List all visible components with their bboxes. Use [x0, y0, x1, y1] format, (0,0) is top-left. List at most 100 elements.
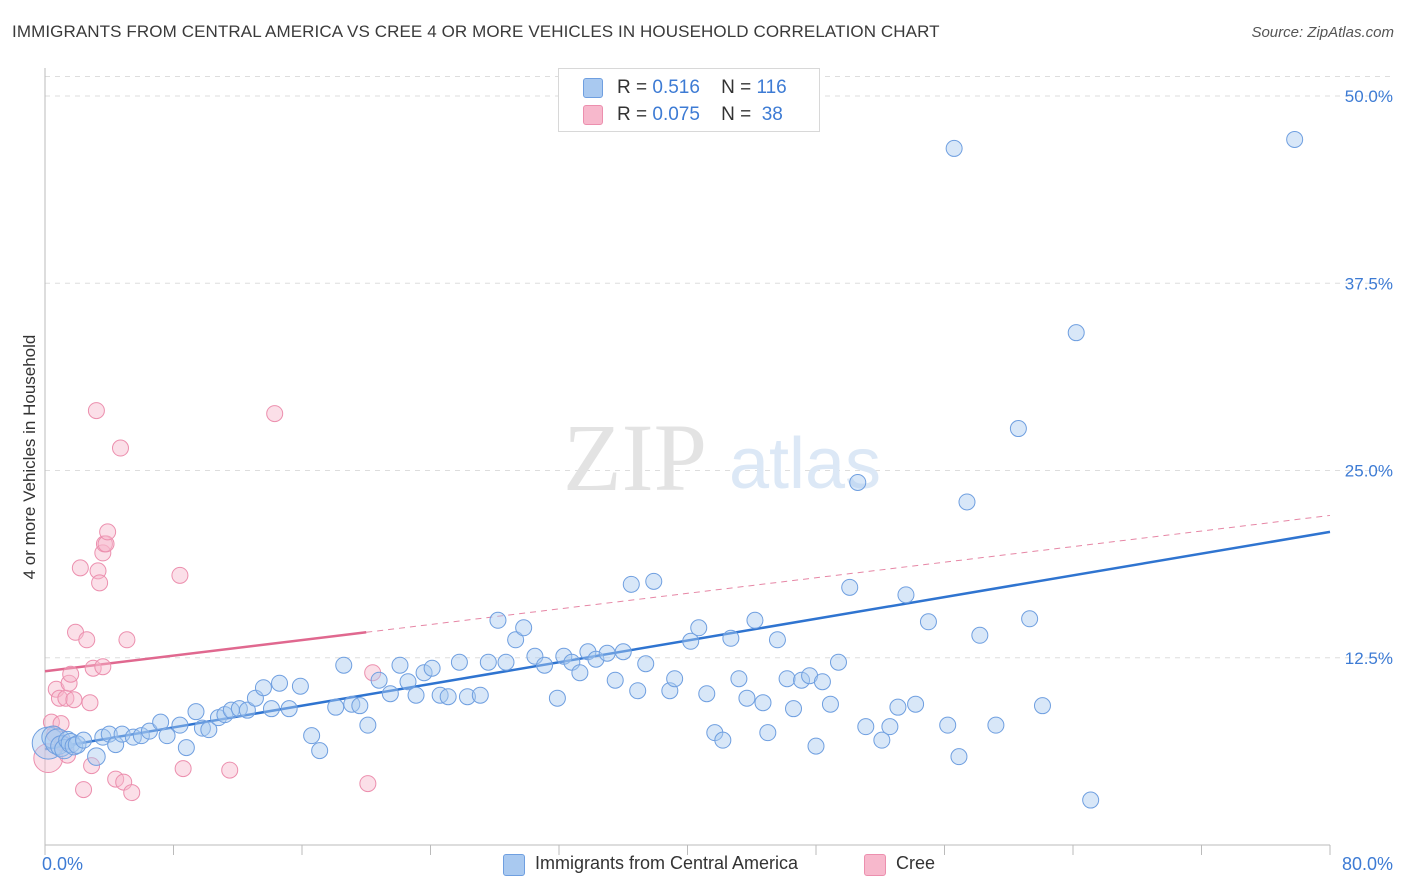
central-america-point [785, 700, 803, 718]
legend-r-value: 0.516 [652, 77, 700, 98]
central-america-point [479, 653, 497, 671]
cree-point [221, 761, 239, 779]
cree-point [94, 658, 112, 676]
central-america-point [690, 619, 708, 637]
central-america-point [793, 671, 811, 689]
central-america-point [907, 695, 925, 713]
central-america-point [113, 725, 131, 743]
central-america-point [100, 725, 118, 743]
central-america-point [107, 736, 125, 754]
central-america-point [471, 686, 489, 704]
cree-point [78, 631, 96, 649]
central-america-point [171, 716, 189, 734]
central-america-point [881, 718, 899, 736]
central-america-point [945, 139, 963, 157]
central-america-point [571, 664, 589, 682]
x-tick-label: 80.0% [1342, 854, 1393, 874]
cree-point [81, 694, 99, 712]
central-america-point [606, 671, 624, 689]
central-america-point [738, 689, 756, 707]
tick-labels: 12.5% 25.0% 37.5% 50.0% 0.0% 80.0% [42, 87, 1393, 874]
central-america-point [857, 718, 875, 736]
central-america-point [598, 644, 616, 662]
central-america-point [807, 737, 825, 755]
legend-n-value: 116 [756, 77, 787, 98]
central-america-point [351, 697, 369, 715]
central-america-point [939, 716, 957, 734]
watermark-atlas: atlas [729, 424, 881, 504]
central-america-point [666, 670, 684, 688]
central-america-point [849, 473, 867, 491]
cree-point [118, 631, 136, 649]
central-america-point [381, 685, 399, 703]
central-america-point [370, 671, 388, 689]
central-america-point [497, 653, 515, 671]
cree-point [75, 781, 93, 799]
central-america-point [829, 653, 847, 671]
central-america-point [391, 656, 409, 674]
central-america-point [821, 695, 839, 713]
cree-point [87, 402, 105, 420]
legend-swatch-blue [583, 78, 603, 98]
central-america-point [768, 631, 786, 649]
central-america-point [423, 659, 441, 677]
central-america-point [359, 716, 377, 734]
cree-point [266, 405, 284, 423]
central-america-point [238, 701, 256, 719]
central-america-point [730, 670, 748, 688]
central-america-point [614, 643, 632, 661]
central-america-point [1286, 130, 1304, 148]
central-america-point [1082, 791, 1100, 809]
central-america-point [280, 700, 298, 718]
central-america-point [140, 722, 158, 740]
source-credit: Source: ZipAtlas.com [1251, 24, 1394, 41]
central-america-point [75, 731, 93, 749]
central-america-point [415, 664, 433, 682]
central-america-trend-line [44, 530, 1331, 751]
central-america-point [291, 677, 309, 695]
central-america-point [714, 731, 732, 749]
central-america-point [515, 619, 533, 637]
y-tick-label: 50.0% [1345, 87, 1393, 106]
central-america-point [132, 727, 150, 745]
cree-point [174, 760, 192, 778]
central-america-point [1021, 610, 1039, 628]
legend-n-label: N = [721, 104, 752, 125]
cree-point [50, 689, 68, 707]
central-america-point [873, 731, 891, 749]
central-america-point [958, 493, 976, 511]
y-tick-label: 12.5% [1345, 649, 1393, 668]
central-america-points [31, 130, 1304, 809]
central-america-point [254, 679, 272, 697]
central-america-point [327, 698, 345, 716]
central-america-point [637, 655, 655, 673]
central-america-point [187, 703, 205, 721]
central-america-point [1033, 697, 1051, 715]
cree-point [99, 523, 117, 541]
central-america-point [629, 682, 647, 700]
legend-n-value: 38 [761, 104, 783, 125]
central-america-point [399, 673, 417, 691]
cree-trend-dashed [366, 514, 1331, 633]
central-america-point [407, 686, 425, 704]
cree-point [83, 757, 101, 775]
cree-point [111, 439, 129, 457]
y-tick-label: 25.0% [1345, 462, 1393, 481]
legend-swatch-pink [583, 105, 603, 125]
axes [44, 68, 1331, 855]
central-america-point [439, 688, 457, 706]
cree-point [91, 574, 109, 592]
central-america-point [536, 656, 554, 674]
series-label: Immigrants from Central America [535, 853, 799, 873]
central-america-point [698, 685, 716, 703]
gridlines [45, 76, 1392, 659]
series-swatch-pink [864, 854, 886, 876]
central-america-point [489, 611, 507, 629]
legend-r-label: R = [617, 104, 648, 125]
trend-lines [44, 514, 1331, 751]
central-america-point [1067, 324, 1085, 342]
central-america-point [458, 688, 476, 706]
central-america-point [177, 739, 195, 757]
central-america-point [759, 724, 777, 742]
